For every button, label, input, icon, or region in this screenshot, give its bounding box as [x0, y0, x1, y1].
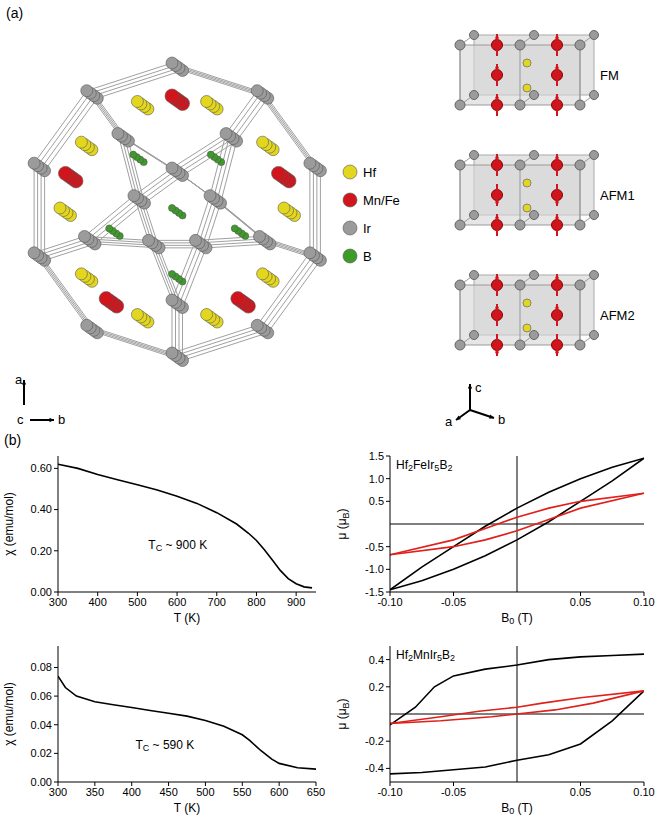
svg-text:-0.5: -0.5	[365, 541, 384, 553]
svg-text:0.10: 0.10	[633, 596, 654, 608]
svg-text:0.04: 0.04	[31, 719, 52, 731]
svg-text:Hf: Hf	[363, 165, 376, 180]
svg-text:500: 500	[196, 786, 214, 798]
html-text:Hf2MnIr5B2: Hf2MnIr5B2	[396, 648, 456, 664]
svg-text:-1.0: -1.0	[365, 563, 384, 575]
html-text:B: B	[340, 702, 351, 709]
svg-text:700: 700	[208, 596, 226, 608]
html-text:χ (emu/mol): χ (emu/mol)	[2, 492, 16, 556]
svg-text:0.4: 0.4	[369, 654, 384, 666]
svg-text:a: a	[15, 372, 23, 387]
svg-text:0.05: 0.05	[570, 786, 591, 798]
html-text:T (K): T (K)	[173, 611, 201, 625]
html-text:T (K): T (K)	[173, 801, 201, 815]
svg-text:0.06: 0.06	[31, 690, 52, 702]
svg-text:0.5: 0.5	[369, 495, 384, 507]
svg-text:-0.4: -0.4	[365, 762, 384, 774]
html-text:χ (emu/mol): χ (emu/mol)	[2, 682, 16, 746]
svg-text:800: 800	[247, 596, 265, 608]
html-text:TC~ 900 K: TC~ 900 K	[148, 537, 208, 553]
svg-text:FM: FM	[600, 68, 619, 83]
svg-text:(a): (a)	[6, 5, 23, 21]
svg-text:a: a	[445, 414, 453, 429]
html-text:B0(T): B0(T)	[501, 611, 533, 627]
svg-text:0.00: 0.00	[31, 586, 52, 598]
svg-text:-1.5: -1.5	[365, 586, 384, 598]
svg-text:c: c	[475, 380, 482, 395]
svg-text:350: 350	[86, 786, 104, 798]
html-text:B0(T): B0(T)	[501, 801, 533, 817]
svg-text:1.5: 1.5	[369, 450, 384, 462]
svg-text:Mn/Fe: Mn/Fe	[363, 193, 400, 208]
svg-text:0.60: 0.60	[31, 462, 52, 474]
svg-text:1.0: 1.0	[369, 473, 384, 485]
svg-text:0.2: 0.2	[369, 681, 384, 693]
svg-text:AFM2: AFM2	[600, 308, 635, 323]
html-text:B: B	[340, 512, 351, 519]
svg-text:450: 450	[159, 786, 177, 798]
svg-text:650: 650	[307, 786, 325, 798]
svg-text:c: c	[17, 412, 24, 427]
svg-text:600: 600	[270, 786, 288, 798]
svg-text:0.02: 0.02	[31, 747, 52, 759]
html-text:Hf2FeIr5B2: Hf2FeIr5B2	[396, 458, 453, 474]
svg-text:0.20: 0.20	[31, 545, 52, 557]
svg-text:-0.2: -0.2	[365, 735, 384, 747]
svg-text:b: b	[58, 412, 65, 427]
svg-text:0.05: 0.05	[570, 596, 591, 608]
svg-text:-0.05: -0.05	[441, 596, 466, 608]
svg-text:400: 400	[89, 596, 107, 608]
svg-text:900: 900	[287, 596, 305, 608]
svg-text:Ir: Ir	[363, 221, 372, 236]
svg-text:0.08: 0.08	[31, 661, 52, 673]
svg-text:300: 300	[48, 595, 68, 608]
svg-text:0.00: 0.00	[31, 776, 52, 788]
svg-text:500: 500	[128, 596, 146, 608]
svg-text:550: 550	[233, 786, 251, 798]
svg-text:0.10: 0.10	[633, 786, 654, 798]
svg-text:-0.05: -0.05	[441, 786, 466, 798]
svg-text:B: B	[363, 249, 372, 264]
html-text:TC~ 590 K: TC~ 590 K	[135, 738, 195, 754]
svg-text:AFM1: AFM1	[600, 188, 635, 203]
svg-text:b: b	[498, 412, 505, 427]
svg-text:400: 400	[123, 786, 141, 798]
html-text:μ (μ: μ (μ	[335, 518, 350, 540]
svg-text:300: 300	[48, 785, 68, 798]
svg-text:-0.10: -0.10	[377, 786, 402, 798]
html-text:μ (μ: μ (μ	[335, 708, 350, 730]
svg-text:-0.10: -0.10	[377, 595, 403, 608]
svg-text:600: 600	[168, 596, 186, 608]
html-text:(b): (b)	[4, 432, 22, 448]
svg-text:0.40: 0.40	[31, 503, 52, 515]
